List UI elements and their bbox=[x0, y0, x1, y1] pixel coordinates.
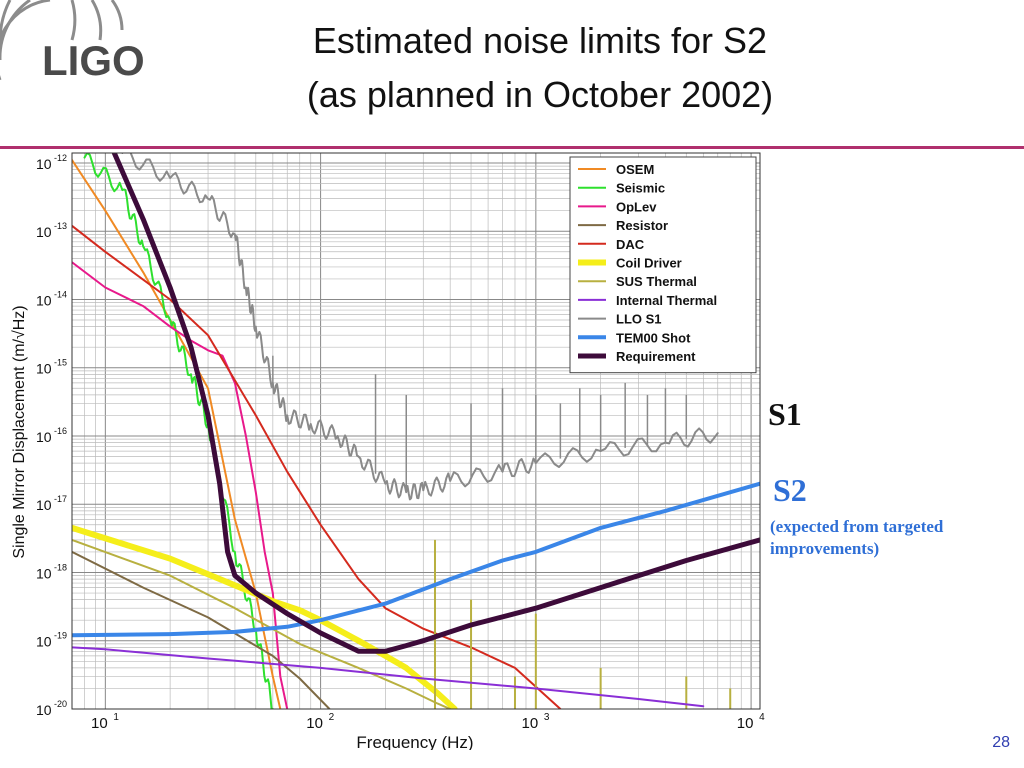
series-line-osem bbox=[72, 159, 282, 709]
y-tick-label: 10 bbox=[36, 156, 52, 172]
y-tick-label: 10 bbox=[36, 429, 52, 445]
series-line-llo-s1 bbox=[121, 153, 719, 501]
annotation-s2: S2 bbox=[773, 472, 807, 508]
legend-label-seismic: Seismic bbox=[616, 181, 665, 196]
slide-title-line-1: Estimated noise limits for S2 bbox=[312, 20, 768, 61]
series-line-internal-thermal bbox=[72, 646, 705, 708]
legend-label-requirement: Requirement bbox=[616, 349, 696, 364]
series-line-sus-thermal bbox=[72, 538, 452, 709]
y-tick-label: 10 bbox=[36, 292, 52, 308]
series-resistor bbox=[72, 550, 331, 709]
series-seismic bbox=[83, 153, 274, 709]
plot-frame bbox=[71, 152, 761, 710]
x-tick-labels: 10 1 10 2 10 3 10 4 bbox=[91, 712, 765, 732]
y-tick-exponent: -12 bbox=[54, 153, 67, 163]
annotation-s2-note: (expected from targeted improvements) bbox=[770, 516, 1020, 560]
series-requirement bbox=[111, 153, 760, 654]
page-number: 28 bbox=[992, 734, 1010, 751]
y-axis-label: Single Mirror Displacement (m/√Hz) bbox=[11, 305, 28, 558]
series-coil-driver bbox=[72, 524, 458, 709]
legend: OSEM Seismic OpLev Resistor DAC Coil Driver SU… bbox=[569, 156, 757, 374]
legend-label-dac: DAC bbox=[616, 237, 645, 252]
y-tick-label: 10 bbox=[36, 702, 52, 718]
annotation-s1: S1 bbox=[768, 396, 802, 432]
y-tick-exponent: -13 bbox=[54, 221, 67, 231]
x-tick-label: 10 bbox=[91, 715, 108, 732]
y-tick-exponent: -15 bbox=[54, 358, 67, 368]
y-tick-exponent: -16 bbox=[54, 426, 67, 436]
x-tick-label: 10 bbox=[306, 715, 323, 732]
series-line-tem00-shot bbox=[72, 481, 760, 638]
series-line-seismic bbox=[83, 153, 274, 709]
y-tick-label: 10 bbox=[36, 497, 52, 513]
series-tem00-shot bbox=[72, 481, 760, 638]
annotation-s2-note-line-2: improvements) bbox=[770, 539, 880, 558]
x-tick-exponent: 3 bbox=[544, 712, 550, 723]
x-tick-label: 10 bbox=[521, 715, 538, 732]
slide-title-line-2: (as planned in October 2002) bbox=[306, 74, 774, 115]
legend-label-osem: OSEM bbox=[616, 162, 654, 177]
x-tick-exponent: 2 bbox=[329, 712, 335, 723]
series-llo-s1 bbox=[121, 153, 719, 501]
series-internal-thermal bbox=[72, 646, 705, 708]
noise-chart: 10 1 10 2 10 3 10 4 10-1210-1310-1410-1510-1610… bbox=[11, 152, 765, 750]
y-tick-label: 10 bbox=[36, 361, 52, 377]
title-divider bbox=[0, 146, 1024, 149]
y-tick-exponent: -17 bbox=[54, 494, 67, 504]
series-line-coil-driver bbox=[72, 524, 458, 709]
y-tick-label: 10 bbox=[36, 634, 52, 650]
logo-text: LIGO bbox=[42, 37, 145, 84]
y-tick-labels: 10-1210-1310-1410-1510-1610-1710-1810-19… bbox=[36, 153, 67, 718]
y-tick-exponent: -14 bbox=[54, 289, 67, 299]
y-tick-label: 10 bbox=[36, 224, 52, 240]
series-line-resistor bbox=[72, 550, 331, 709]
x-axis-label: Frequency (Hz) bbox=[356, 733, 473, 750]
legend-label-oplev: OpLev bbox=[616, 199, 657, 214]
y-tick-exponent: -20 bbox=[54, 699, 67, 709]
series-group bbox=[72, 153, 760, 709]
legend-label-tem00-shot: TEM00 Shot bbox=[616, 330, 691, 345]
x-tick-exponent: 4 bbox=[759, 712, 765, 723]
y-tick-exponent: -19 bbox=[54, 631, 67, 641]
legend-label-llo-s1: LLO S1 bbox=[616, 312, 662, 327]
series-osem bbox=[72, 159, 282, 709]
y-tick-exponent: -18 bbox=[54, 562, 67, 572]
x-tick-label: 10 bbox=[737, 715, 754, 732]
grid bbox=[71, 153, 760, 710]
x-tick-exponent: 1 bbox=[113, 712, 119, 723]
series-line-requirement bbox=[111, 153, 760, 654]
ligo-logo: LIGO bbox=[0, 0, 145, 84]
legend-label-sus-thermal: SUS Thermal bbox=[616, 274, 697, 289]
legend-label-resistor: Resistor bbox=[616, 218, 668, 233]
annotation-s2-note-line-1: (expected from targeted bbox=[770, 517, 944, 536]
legend-label-internal-thermal: Internal Thermal bbox=[616, 293, 717, 308]
legend-label-coil-driver: Coil Driver bbox=[616, 256, 682, 271]
y-tick-label: 10 bbox=[36, 565, 52, 581]
